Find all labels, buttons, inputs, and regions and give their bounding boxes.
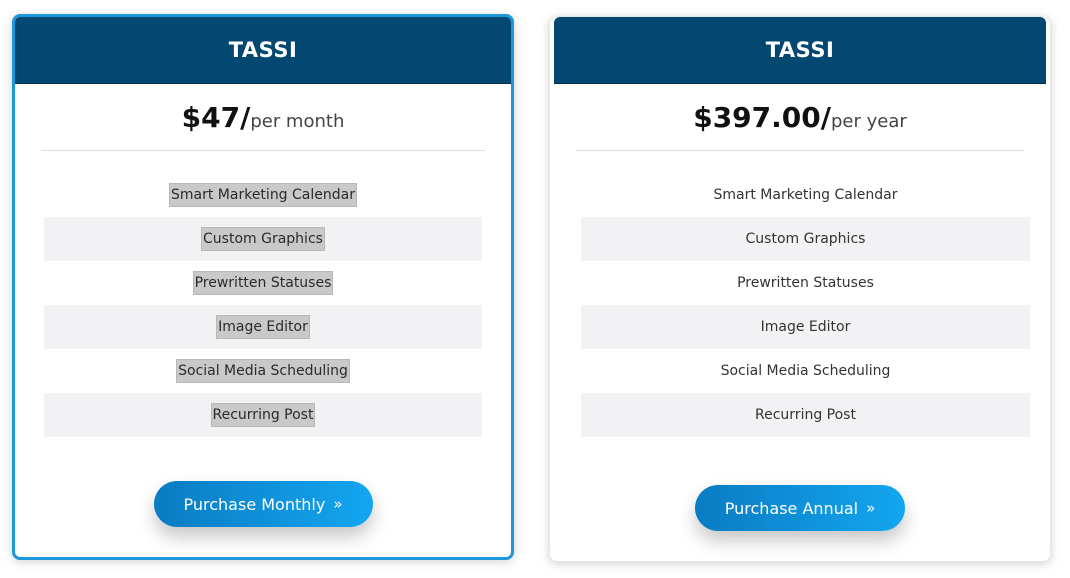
plan-title: TASSI xyxy=(228,38,298,62)
purchase-annual-button[interactable]: Purchase Annual » xyxy=(694,485,906,531)
price-amount: $397.00/ xyxy=(693,100,831,134)
feature-label: Prewritten Statuses xyxy=(737,275,874,291)
feature-item: Custom Graphics xyxy=(581,217,1030,261)
price-row: $47/ per month xyxy=(15,84,511,150)
feature-label: Smart Marketing Calendar xyxy=(169,183,357,207)
feature-item: Prewritten Statuses xyxy=(581,261,1030,305)
double-chevron-right-icon: » xyxy=(333,494,343,513)
divider xyxy=(576,150,1024,151)
plan-title: TASSI xyxy=(765,38,835,62)
feature-label: Smart Marketing Calendar xyxy=(713,187,898,203)
feature-label: Image Editor xyxy=(216,315,310,339)
feature-item: Prewritten Statuses xyxy=(44,261,482,305)
feature-item: Recurring Post xyxy=(581,393,1030,437)
feature-item: Smart Marketing Calendar xyxy=(44,173,482,217)
divider xyxy=(41,150,485,151)
feature-label: Social Media Scheduling xyxy=(720,363,891,379)
button-wrap: Purchase Annual » xyxy=(550,485,1050,531)
feature-list: Smart Marketing Calendar Custom Graphics… xyxy=(550,173,1050,437)
feature-label: Recurring Post xyxy=(755,407,856,423)
feature-item: Custom Graphics xyxy=(44,217,482,261)
feature-list: Smart Marketing Calendar Custom Graphics… xyxy=(15,173,511,437)
double-chevron-right-icon: » xyxy=(866,498,876,517)
feature-item: Recurring Post xyxy=(44,393,482,437)
button-wrap: Purchase Monthly » xyxy=(15,481,511,527)
feature-item: Smart Marketing Calendar xyxy=(581,173,1030,217)
card-header: TASSI xyxy=(15,17,511,84)
feature-label: Image Editor xyxy=(760,319,851,335)
feature-item: Social Media Scheduling xyxy=(581,349,1030,393)
feature-item: Image Editor xyxy=(581,305,1030,349)
price-amount: $47/ xyxy=(181,100,251,134)
button-label: Purchase Annual xyxy=(724,498,859,518)
pricing-card-monthly[interactable]: TASSI $47/ per month Smart Marketing Cal… xyxy=(12,14,514,560)
feature-label: Social Media Scheduling xyxy=(176,359,350,383)
price-row: $397.00/ per year xyxy=(550,84,1050,150)
feature-label: Recurring Post xyxy=(210,403,316,427)
button-label: Purchase Monthly xyxy=(183,494,326,514)
feature-label: Custom Graphics xyxy=(745,231,866,247)
pricing-card-annual[interactable]: TASSI $397.00/ per year Smart Marketing … xyxy=(549,16,1051,562)
feature-item: Image Editor xyxy=(44,305,482,349)
feature-item: Social Media Scheduling xyxy=(44,349,482,393)
purchase-monthly-button[interactable]: Purchase Monthly » xyxy=(153,481,373,527)
feature-label: Custom Graphics xyxy=(201,227,325,251)
price-period: per year xyxy=(830,110,907,132)
price-period: per month xyxy=(250,110,345,132)
feature-label: Prewritten Statuses xyxy=(192,271,334,295)
card-header: TASSI xyxy=(554,17,1046,84)
